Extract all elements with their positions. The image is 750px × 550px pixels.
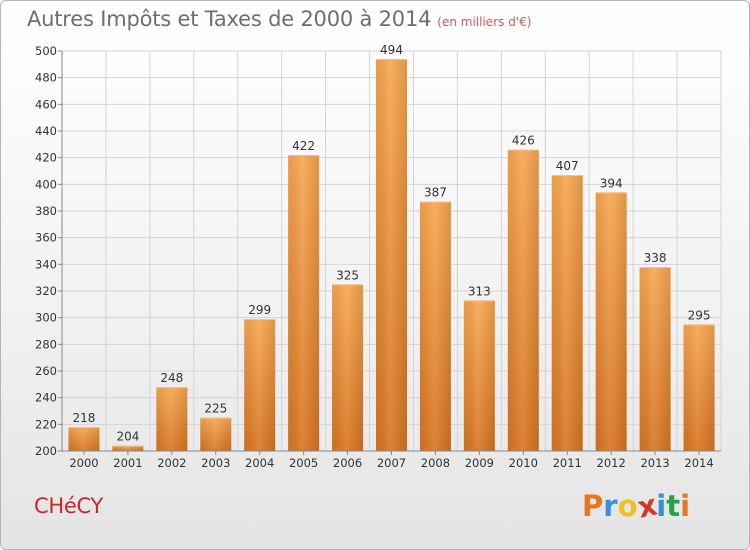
bar-shade: [551, 175, 583, 451]
bar-shade: [156, 387, 188, 451]
x-tick-label: 2002: [157, 456, 186, 470]
x-tick-label: 2009: [465, 456, 494, 470]
x-tick-label: 2012: [597, 456, 626, 470]
x-tick-label: 2010: [509, 456, 538, 470]
bars: 218 204 248 225 299 422 325 494 387 313 426 407 394 3…: [68, 43, 715, 452]
x-tick-label: 2003: [201, 456, 230, 470]
proxiti-logo: Proxiti: [582, 487, 691, 524]
data-label: 407: [556, 159, 579, 173]
data-label: 248: [160, 371, 183, 385]
chart-title: Autres Impôts et Taxes de 2000 à 2014 (en…: [27, 7, 531, 31]
x-tick-label: 2004: [245, 456, 274, 470]
bar-shade: [683, 324, 715, 451]
y-tick-label: 440: [35, 124, 57, 138]
bar-shade: [419, 201, 451, 451]
commune-name: CHéCY: [34, 494, 103, 518]
x-tick-label: 2006: [333, 456, 362, 470]
bar-shade: [244, 319, 276, 451]
y-tick-label: 340: [35, 257, 57, 271]
x-tick-label: 2000: [69, 456, 98, 470]
logo-letter: r: [603, 489, 618, 523]
y-tick-label: 320: [35, 284, 57, 298]
y-tick-label: 380: [35, 204, 57, 218]
data-label: 204: [116, 430, 139, 444]
data-label: 422: [292, 139, 315, 153]
logo-letter: i: [680, 489, 691, 523]
bar-shade: [376, 59, 407, 451]
y-tick-label: 260: [35, 364, 57, 378]
data-label: 299: [248, 303, 271, 317]
bar-shade: [332, 284, 364, 451]
y-tick-label: 460: [35, 97, 57, 111]
bar-shade: [507, 149, 539, 451]
y-tick-label: 500: [35, 44, 57, 58]
bar-shade: [639, 267, 671, 451]
y-tick-label: 360: [35, 231, 57, 245]
y-tick-label: 240: [35, 391, 57, 405]
logo-letter: t: [666, 489, 681, 523]
y-tick-label: 200: [35, 444, 57, 458]
y-tick-label: 280: [35, 337, 57, 351]
data-label: 387: [424, 186, 447, 200]
x-tick-label: 2005: [289, 456, 318, 470]
data-label: 325: [336, 268, 359, 282]
logo-letter: P: [582, 489, 604, 523]
y-tick-label: 220: [35, 417, 57, 431]
x-tick-label: 2007: [377, 456, 406, 470]
data-label: 494: [380, 43, 403, 57]
data-label: 225: [204, 402, 227, 416]
bar-shade: [288, 155, 320, 451]
bar-shade: [463, 300, 495, 451]
data-label: 394: [600, 176, 623, 190]
bar-shade: [112, 445, 144, 451]
y-tick-label: 300: [35, 311, 57, 325]
x-tick-label: 2014: [684, 456, 713, 470]
logo-letter: i: [656, 489, 667, 523]
axes: 200 220 240 260 280 300 320 340 360 380 400 420 440 4…: [35, 44, 721, 470]
data-label: 426: [512, 134, 535, 148]
y-tick-label: 480: [35, 71, 57, 85]
data-label: 313: [468, 284, 491, 298]
y-tick-label: 400: [35, 177, 57, 191]
x-tick-label: 2013: [640, 456, 669, 470]
bar-shade: [595, 192, 627, 452]
data-label: 338: [644, 251, 667, 265]
x-tick-label: 2011: [553, 456, 582, 470]
x-tick-label: 2008: [421, 456, 450, 470]
x-tick-label: 2001: [113, 456, 142, 470]
data-label: 218: [73, 411, 96, 425]
chart-title-text: Autres Impôts et Taxes de 2000 à 2014: [27, 7, 432, 31]
bar-shade: [200, 417, 232, 451]
y-tick-label: 420: [35, 151, 57, 165]
data-label: 295: [688, 308, 711, 322]
bar-shade: [68, 427, 100, 451]
chart-subtitle: (en milliers d'€): [437, 15, 532, 29]
logo-letter: o: [617, 489, 638, 523]
